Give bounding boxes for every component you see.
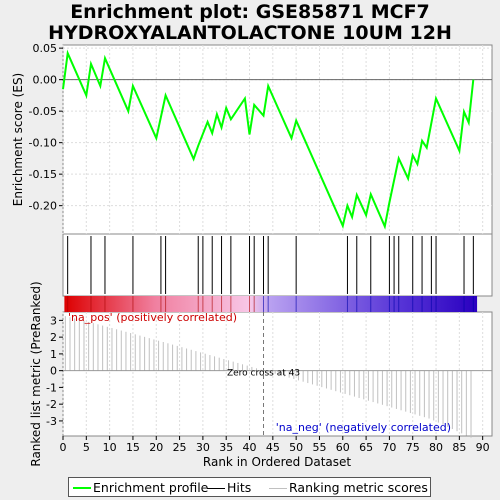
x-tick-label: 70 xyxy=(382,441,396,454)
es-y-tick-label: 0.00 xyxy=(33,74,58,87)
x-tick-label: 50 xyxy=(289,441,303,454)
metric-y-tick-label: 0 xyxy=(50,365,57,378)
x-tick-label: 10 xyxy=(103,441,117,454)
neg-correlated-label: 'na_neg' (negatively correlated) xyxy=(276,421,451,434)
legend-label-es: Enrichment profile xyxy=(93,480,209,495)
x-tick-label: 90 xyxy=(476,441,490,454)
x-tick-label: 65 xyxy=(359,441,373,454)
es-panel xyxy=(62,44,493,235)
legend: Enrichment profile Hits Ranking metric s… xyxy=(68,477,431,497)
es-curve xyxy=(62,49,475,230)
hits-panel xyxy=(62,233,493,297)
x-tick-label: 0 xyxy=(60,441,67,454)
legend-swatch-metric xyxy=(269,488,287,489)
legend-swatch-es xyxy=(73,487,91,489)
zero-cross-label: Zero cross at 43 xyxy=(227,369,300,379)
metric-y-tick-label: -1 xyxy=(46,381,57,394)
metric-y-axis-label: Ranked list metric (PreRanked) xyxy=(29,281,43,466)
x-tick-label: 5 xyxy=(83,441,90,454)
x-tick-label: 20 xyxy=(149,441,163,454)
x-tick-label: 35 xyxy=(219,441,233,454)
es-y-tick-label: -0.05 xyxy=(29,105,57,118)
x-tick-label: 15 xyxy=(126,441,140,454)
x-tick-label: 45 xyxy=(266,441,280,454)
x-tick-label: 60 xyxy=(336,441,350,454)
legend-label-metric: Ranking metric scores xyxy=(289,480,428,495)
es-y-tick-label: 0.05 xyxy=(33,42,58,55)
x-tick-label: 25 xyxy=(173,441,187,454)
metric-y-tick-label: 2 xyxy=(50,331,57,344)
rank-color-band xyxy=(64,296,478,312)
chart-title-line-2: HYDROXYALANTOLACTONE 10UM 12H xyxy=(48,22,452,44)
metric-y-tick-label: 3 xyxy=(50,314,57,327)
x-tick-label: 55 xyxy=(312,441,326,454)
metric-y-tick-label: -2 xyxy=(46,398,57,411)
pos-correlated-label: 'na_pos' (positively correlated) xyxy=(68,311,237,324)
legend-label-hits: Hits xyxy=(227,480,252,495)
metric-y-tick-label: 1 xyxy=(50,348,57,361)
x-tick-label: 85 xyxy=(452,441,466,454)
metric-y-tick-label: -3 xyxy=(46,415,57,428)
x-axis-label: Rank in Ordered Dataset xyxy=(203,455,351,469)
x-tick-label: 30 xyxy=(196,441,210,454)
es-y-tick-label: -0.20 xyxy=(29,200,57,213)
legend-swatch-hits xyxy=(207,488,225,489)
es-y-tick-label: -0.15 xyxy=(29,168,57,181)
es-y-axis-label: Enrichment score (ES) xyxy=(11,73,25,206)
es-y-tick-label: -0.10 xyxy=(29,137,57,150)
chart-title-line-1: Enrichment plot: GSE85871 MCF7 xyxy=(70,1,430,23)
x-tick-label: 75 xyxy=(406,441,420,454)
x-tick-label: 80 xyxy=(429,441,443,454)
x-tick-label: 40 xyxy=(243,441,257,454)
metric-panel xyxy=(62,311,493,437)
